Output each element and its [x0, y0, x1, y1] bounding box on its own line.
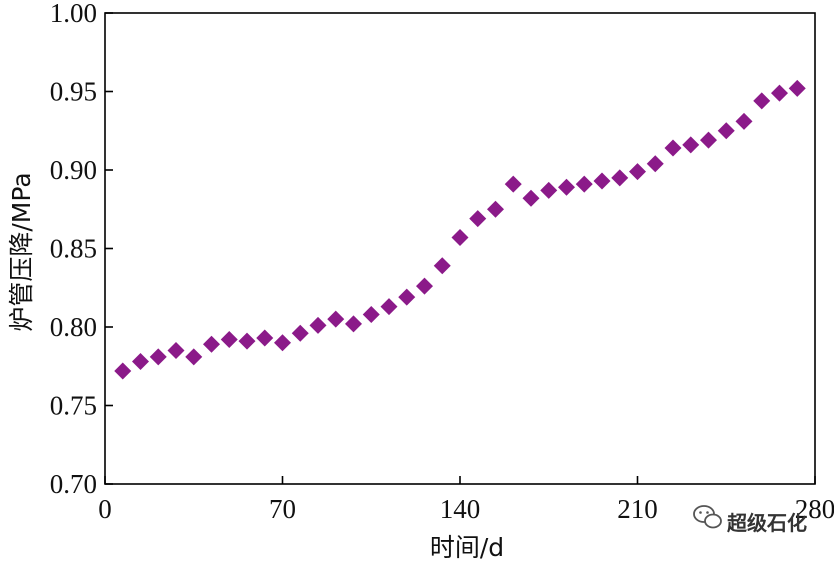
x-tick-label: 0 [98, 494, 112, 524]
x-axis-ticks: 0 70 140 210 280 [98, 476, 834, 524]
x-tick-label: 210 [617, 494, 658, 524]
data-point [149, 348, 167, 366]
data-point [362, 305, 380, 323]
data-point [717, 122, 735, 140]
watermark: 超级石化 [693, 505, 807, 535]
data-point [327, 310, 345, 328]
data-point [611, 169, 629, 187]
data-point [682, 136, 700, 154]
data-point [469, 210, 487, 228]
data-point [522, 189, 540, 207]
data-point [238, 332, 256, 350]
y-tick-label: 0.85 [50, 234, 97, 264]
data-point [451, 229, 469, 247]
y-tick-label: 0.70 [50, 469, 97, 499]
data-point [345, 315, 362, 333]
y-axis-ticks: 0.70 0.75 0.80 0.85 0.90 0.95 1.00 [50, 0, 113, 499]
data-point [185, 348, 203, 366]
data-point [291, 324, 309, 342]
data-point [416, 277, 433, 295]
data-point [540, 181, 558, 199]
x-tick-label: 140 [440, 494, 481, 524]
data-point [788, 79, 806, 97]
data-series [114, 79, 806, 380]
x-axis-title: 时间/d [430, 533, 504, 562]
data-point [114, 362, 132, 380]
data-point [167, 342, 185, 360]
data-point [274, 334, 291, 352]
plot-border [104, 12, 816, 485]
y-tick-label: 0.75 [50, 391, 97, 421]
x-tick-label: 280 [795, 494, 834, 524]
data-point [220, 331, 238, 349]
data-point [309, 316, 327, 334]
data-point [398, 288, 416, 306]
data-point [558, 178, 575, 196]
data-point [629, 163, 646, 181]
data-point [487, 200, 504, 218]
data-point [504, 175, 522, 193]
data-point [433, 257, 451, 275]
y-tick-label: 0.80 [50, 312, 97, 342]
y-tick-label: 0.95 [50, 77, 97, 107]
data-point [700, 131, 717, 149]
watermark-text: 超级石化 [726, 511, 807, 535]
x-tick-label: 70 [269, 494, 296, 524]
plot-frame [104, 12, 816, 485]
y-tick-label: 1.00 [50, 0, 97, 28]
wechat-icon [693, 505, 722, 529]
data-point [646, 155, 664, 173]
data-point [575, 175, 593, 193]
data-point [771, 84, 788, 102]
data-point [753, 92, 771, 110]
y-axis-title: 炉管压降/MPa [7, 172, 36, 331]
data-point [664, 139, 682, 157]
y-tick-label: 0.90 [50, 155, 97, 185]
data-point [256, 329, 274, 347]
data-point [132, 353, 149, 371]
data-point [380, 298, 398, 316]
data-point [593, 172, 611, 190]
data-point [203, 335, 220, 353]
data-point [735, 112, 753, 130]
